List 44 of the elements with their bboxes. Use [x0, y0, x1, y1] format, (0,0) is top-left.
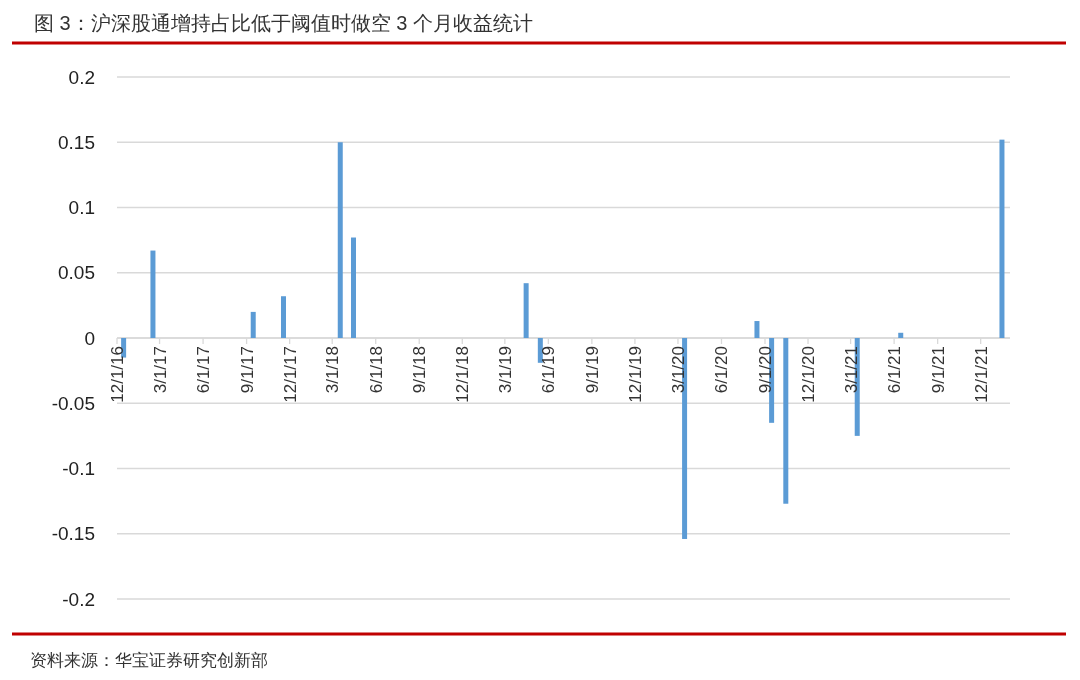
x-tick-label: 12/1/16	[107, 346, 127, 403]
y-tick-label: -0.05	[51, 392, 95, 414]
text: 资料来源：华宝证券研究创新部	[30, 651, 268, 670]
y-tick-label: 0	[84, 327, 95, 349]
x-tick-label: 3/1/20	[668, 346, 688, 394]
bar	[523, 283, 529, 338]
x-tick-label: 3/1/21	[841, 346, 861, 394]
chart-title: 图 3：沪深股通增持占比低于阈值时做空 3 个月收益统计	[34, 12, 533, 34]
bar	[999, 139, 1005, 338]
x-tick-label: 9/1/21	[928, 346, 948, 394]
x-tick-label: 12/1/19	[625, 346, 645, 403]
y-tick-label: 0.1	[68, 197, 95, 219]
x-tick-label: 12/1/18	[453, 346, 473, 403]
x-tick-label: 9/1/17	[237, 346, 257, 394]
x-tick-label: 6/1/18	[366, 346, 386, 394]
x-tick-label: 6/1/17	[194, 346, 214, 394]
bar	[250, 311, 256, 338]
bar	[350, 237, 356, 338]
x-tick-label: 9/1/19	[582, 346, 602, 394]
x-tick-label: 3/1/18	[323, 346, 343, 394]
x-tick-label: 6/1/20	[712, 346, 732, 394]
x-tick-label: 12/1/21	[971, 346, 991, 403]
bar	[783, 338, 789, 504]
y-tick-label: 0.2	[68, 66, 95, 88]
x-tick-label: 9/1/20	[755, 346, 775, 394]
x-tick-label: 12/1/20	[798, 346, 818, 403]
bar	[337, 142, 343, 338]
bar	[150, 250, 156, 338]
x-tick-label: 9/1/18	[410, 346, 430, 394]
x-tick-label: 6/1/21	[885, 346, 905, 394]
bar	[682, 338, 688, 539]
y-tick-label: 0.05	[58, 262, 95, 284]
x-tick-label: 6/1/19	[539, 346, 559, 394]
x-tick-label: 3/1/17	[150, 346, 170, 394]
bar	[537, 338, 543, 363]
bar	[754, 321, 760, 338]
bar	[898, 332, 904, 338]
x-tick-label: 3/1/19	[495, 346, 515, 394]
bar	[280, 296, 286, 338]
y-tick-label: -0.1	[62, 458, 95, 480]
x-tick-label: 12/1/17	[280, 346, 300, 403]
y-tick-label: 0.15	[58, 131, 95, 153]
y-tick-label: -0.15	[51, 523, 95, 545]
y-tick-label: -0.2	[62, 588, 95, 610]
